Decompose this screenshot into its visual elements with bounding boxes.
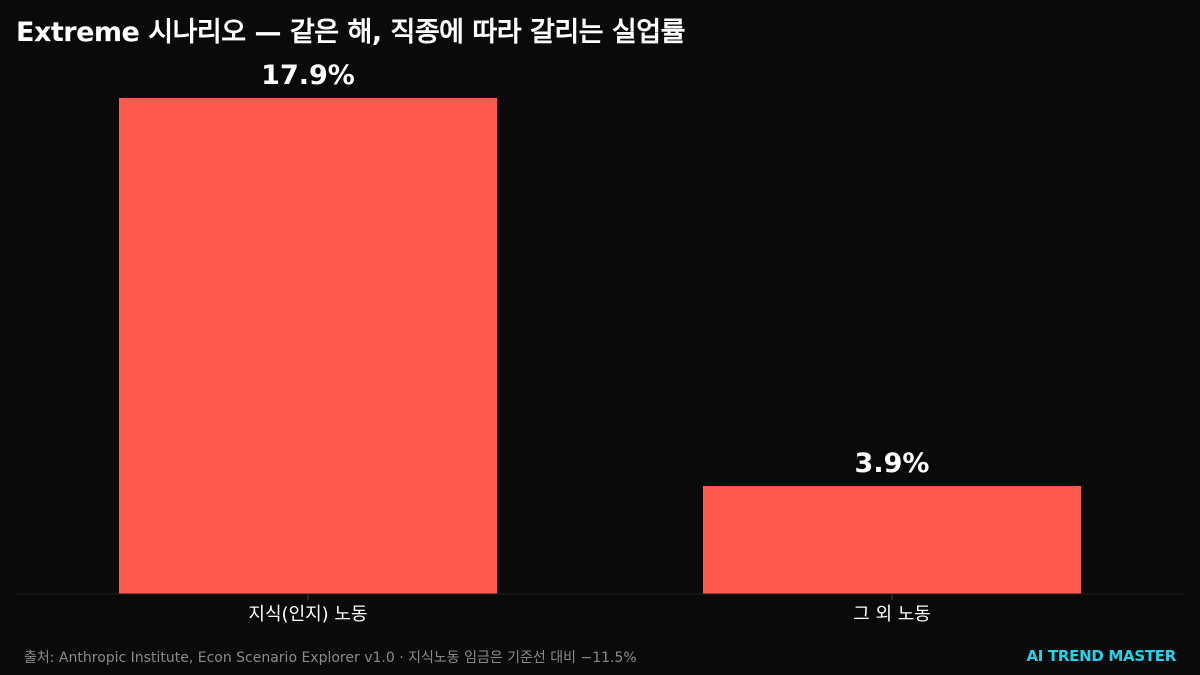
labels-group: 17.9% 지식(인지) 노동 3.9% 그 외 노동	[248, 60, 930, 625]
bars-group	[119, 98, 1081, 594]
bar-1	[119, 98, 497, 594]
chart-title: Extreme 시나리오 — 같은 해, 직종에 따라 갈리는 실업률	[16, 17, 685, 48]
source-note: 출처: Anthropic Institute, Econ Scenario E…	[24, 650, 637, 666]
category-label-1: 지식(인지) 노동	[248, 604, 367, 625]
value-label-2: 3.9%	[855, 448, 930, 479]
bar-2	[703, 485, 1081, 594]
value-label-1: 17.9%	[261, 60, 355, 91]
category-label-2: 그 외 노동	[853, 604, 931, 625]
brand-logo-text: AI TREND MASTER	[1026, 647, 1176, 665]
